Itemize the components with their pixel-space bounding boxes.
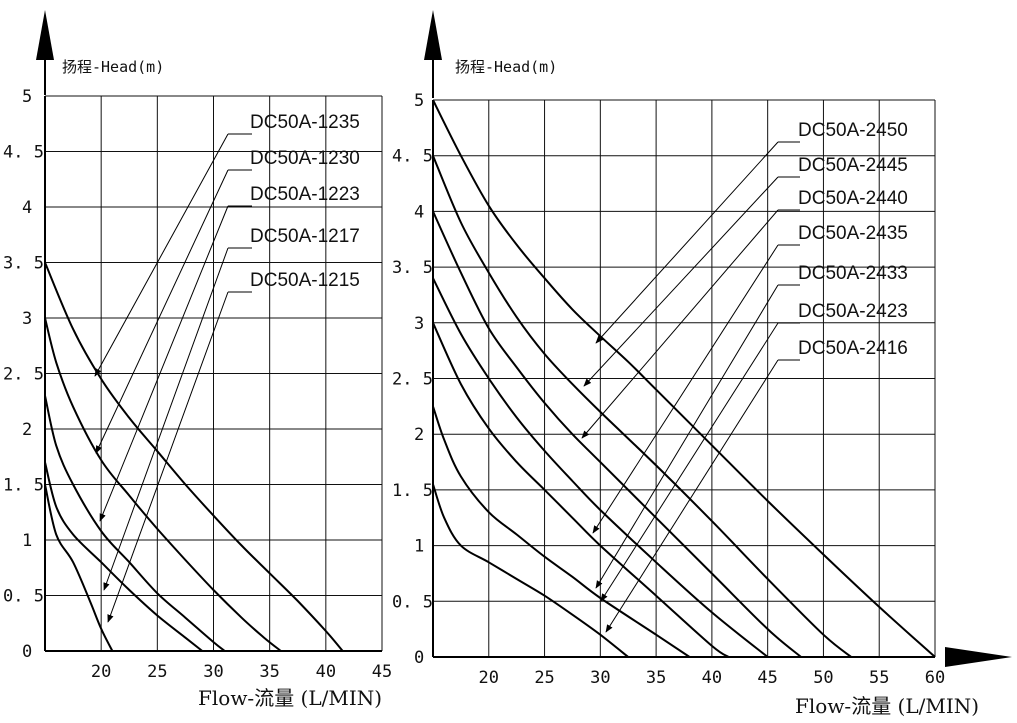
left-series-line-dc50a-1230: [44, 317, 282, 652]
left-x-tick-label: 30: [203, 662, 223, 682]
left-curves: [44, 262, 344, 652]
left-legend-label-dc50a-1235: DC50A-1235: [250, 112, 360, 133]
right-series-line-dc50a-2435: [432, 277, 769, 658]
left-y-tick-label: 4. 5: [3, 143, 44, 163]
right-y-tick-label: 1. 5: [392, 481, 433, 501]
right-leader-arrow: [592, 244, 779, 534]
right-legend-label-dc50a-2450: DC50A-2450: [798, 120, 908, 141]
left-y-tick-label: 1. 5: [3, 476, 44, 496]
right-leader-arrow: [605, 359, 779, 633]
left-pump-chart: 0 0. 5 1 1. 5 2 2. 5 3 3. 5 4 4. 5 5 20 25 30 35 40 45 D…: [3, 10, 392, 710]
right-y-tick-label: 4. 5: [392, 147, 433, 167]
right-x-tick-label: 50: [813, 668, 833, 688]
right-x-tick-label: 45: [757, 668, 777, 688]
right-x-tick-label: 40: [702, 668, 722, 688]
right-leaders: [581, 141, 800, 633]
left-legend: DC50A-1235 DC50A-1230 DC50A-1223 DC50A-1217…: [250, 112, 360, 291]
left-leader-arrow: [95, 169, 229, 454]
right-x-tick-label: 60: [925, 668, 945, 688]
right-legend-label-dc50a-2423: DC50A-2423: [798, 301, 908, 322]
left-x-tick-label: 20: [91, 662, 111, 682]
right-pump-chart: 0 0. 5 1 1. 5 2 2. 5 3 3. 5 4 4. 5 5 20 25 30 35 40 45 50…: [392, 10, 1012, 718]
left-y-tick-label: 4: [22, 198, 32, 218]
left-y-tick-label: 1: [22, 531, 32, 551]
left-leader-arrow: [99, 205, 229, 522]
right-leader-arrow: [583, 176, 779, 387]
left-y-axis-label: 扬程-Head(m): [62, 58, 164, 76]
right-y-tick-label: 4: [414, 202, 424, 222]
left-x-tick-label: 45: [372, 662, 392, 682]
right-legend-label-dc50a-2445: DC50A-2445: [798, 155, 908, 176]
right-y-tick-label: 2: [414, 425, 424, 445]
right-legend-label-dc50a-2433: DC50A-2433: [798, 263, 908, 284]
left-leader-arrow: [94, 133, 229, 377]
right-y-axis-arrow: [424, 10, 442, 60]
left-series-line-dc50a-1235: [44, 262, 344, 652]
left-y-tick-label: 3: [22, 309, 32, 329]
right-series-line-dc50a-2440: [432, 210, 802, 658]
right-y-tick-label: 2. 5: [392, 370, 433, 390]
left-y-tick-label: 0: [22, 642, 32, 662]
right-grid: [432, 99, 936, 658]
right-y-tick-label: 5: [414, 91, 424, 111]
right-leader-arrow: [600, 322, 779, 602]
left-series-line-dc50a-1215: [44, 484, 114, 652]
right-y-tick-label: 3. 5: [392, 258, 433, 278]
right-ticks: 0 0. 5 1 1. 5 2 2. 5 3 3. 5 4 4. 5 5 20 25 30 35 40 45 50…: [392, 91, 945, 688]
right-legend: DC50A-2450 DC50A-2445 DC50A-2440 DC50A-2435…: [798, 120, 908, 359]
right-series-line-dc50a-2450: [432, 99, 936, 658]
left-y-tick-label: 5: [22, 87, 32, 107]
left-legend-label-dc50a-1215: DC50A-1215: [250, 270, 360, 291]
left-leader-arrow: [103, 247, 229, 591]
right-leader-arrow: [595, 284, 779, 589]
left-leaders: [94, 133, 252, 623]
right-legend-label-dc50a-2440: DC50A-2440: [798, 188, 908, 209]
left-y-axis-arrow: [36, 10, 54, 60]
left-ticks: 0 0. 5 1 1. 5 2 2. 5 3 3. 5 4 4. 5 5 20 25 30 35 40 45: [3, 87, 392, 682]
right-y-tick-label: 0: [414, 648, 424, 668]
right-series-line-dc50a-2433: [432, 322, 730, 658]
left-legend-label-dc50a-1217: DC50A-1217: [250, 226, 360, 247]
right-leader-arrow: [595, 141, 779, 344]
right-series-line-dc50a-2445: [432, 155, 852, 658]
left-y-tick-label: 2: [22, 420, 32, 440]
left-legend-label-dc50a-1223: DC50A-1223: [250, 184, 360, 205]
left-y-tick-label: 0. 5: [3, 587, 44, 607]
left-y-tick-label: 3. 5: [3, 254, 44, 274]
right-x-tick-label: 35: [646, 668, 666, 688]
left-x-tick-label: 35: [259, 662, 279, 682]
left-grid: [44, 95, 383, 652]
right-legend-label-dc50a-2416: DC50A-2416: [798, 338, 908, 359]
right-y-tick-label: 1: [414, 537, 424, 557]
left-legend-label-dc50a-1230: DC50A-1230: [250, 148, 360, 169]
right-x-axis-arrow: [945, 647, 1012, 667]
right-leader-arrow: [581, 209, 779, 439]
right-curves: [432, 99, 936, 658]
right-series-line-dc50a-2416: [432, 483, 629, 658]
left-leader-arrow: [107, 291, 229, 623]
right-series-line-dc50a-2423: [432, 406, 691, 658]
right-y-tick-label: 3: [414, 314, 424, 334]
right-x-tick-label: 55: [869, 668, 889, 688]
right-x-tick-label: 25: [534, 668, 554, 688]
right-x-tick-label: 20: [479, 668, 499, 688]
left-y-tick-label: 2. 5: [3, 365, 44, 385]
right-legend-label-dc50a-2435: DC50A-2435: [798, 223, 908, 244]
left-x-axis-label: Flow-流量 (L/MIN): [198, 686, 382, 710]
right-y-axis-label: 扬程-Head(m): [455, 58, 557, 76]
right-x-axis-label: Flow-流量 (L/MIN): [795, 694, 979, 718]
right-y-tick-label: 0. 5: [392, 592, 433, 612]
left-series-line-dc50a-1217: [44, 462, 203, 652]
right-x-tick-label: 30: [590, 668, 610, 688]
left-x-tick-label: 25: [147, 662, 167, 682]
left-x-tick-label: 40: [316, 662, 336, 682]
